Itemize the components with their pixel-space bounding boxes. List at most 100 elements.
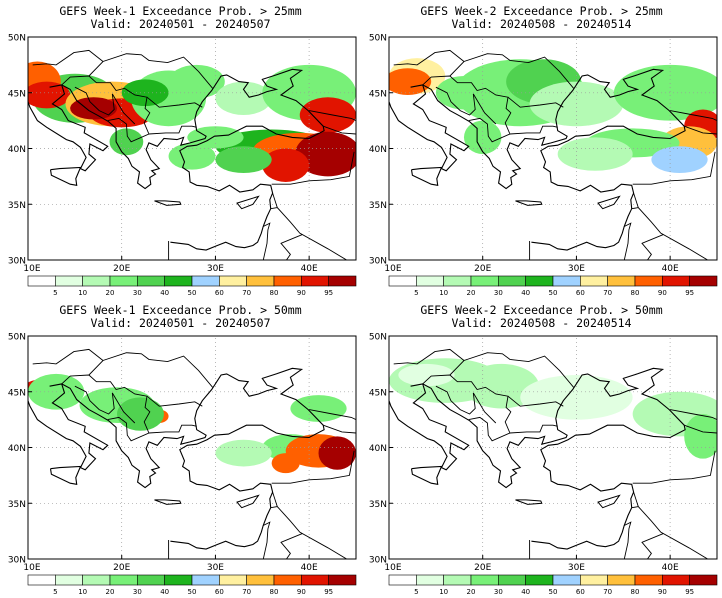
panel-valid-dates: Valid: 20240501 - 20240507 (90, 316, 271, 330)
probability-shading (28, 81, 71, 109)
lat-tick-label: 50N (369, 333, 387, 343)
country-border (262, 521, 271, 559)
colorbar-box (525, 275, 554, 287)
colorbar-label: 95 (324, 588, 333, 596)
country-border (32, 348, 104, 365)
lat-tick-label: 30N (369, 257, 387, 267)
country-border (670, 110, 717, 122)
country-border (146, 395, 203, 407)
colorbar-label: 5 (53, 588, 57, 596)
probability-shading (109, 128, 144, 156)
lat-tick-label: 45N (8, 89, 26, 99)
colorbar-label: 40 (160, 588, 169, 596)
probability-shading (215, 439, 272, 467)
lat-tick-label: 50N (369, 34, 387, 44)
panel-valid-dates: Valid: 20240508 - 20240514 (451, 316, 632, 330)
lon-tick-label: 30E (568, 264, 585, 274)
country-border (272, 192, 348, 260)
country-border (623, 222, 632, 260)
lon-tick-label: 30E (568, 563, 585, 573)
map-layer (389, 336, 717, 559)
map-layer (28, 336, 356, 559)
colorbar-box (689, 574, 718, 586)
colorbar-box (164, 275, 193, 287)
colorbar-box (246, 275, 275, 287)
lat-tick-label: 45N (369, 89, 387, 99)
lat-tick-label: 30N (8, 556, 26, 566)
coastline (28, 383, 109, 471)
colorbar-box (498, 275, 526, 287)
colorbar-label: 50 (549, 588, 558, 596)
panel-week2-50mm: GEFS Week-2 Exceedance Prob. > 50mm Vali… (361, 299, 722, 598)
country-border (449, 352, 574, 388)
lat-tick-label: 35N (369, 500, 387, 510)
country-border (271, 450, 355, 484)
colorbar-box (82, 574, 111, 586)
country-border (631, 506, 639, 509)
colorbar-label: 5 (414, 289, 418, 297)
panel-week2-25mm: GEFS Week-2 Exceedance Prob. > 25mm Vali… (361, 0, 722, 299)
lon-tick-label: 40E (301, 563, 318, 573)
probability-shading (271, 453, 300, 474)
colorbar-box (109, 574, 138, 586)
probability-shading (520, 375, 633, 420)
colorbar-label: 30 (494, 588, 503, 596)
colorbar-box (689, 275, 718, 287)
colorbar-box (137, 275, 165, 287)
colorbar-box (109, 275, 138, 287)
lat-tick-label: 40N (369, 145, 387, 155)
colorbar-box (301, 275, 329, 287)
lon-tick-label: 30E (207, 264, 224, 274)
colorbar-box (662, 574, 690, 586)
panel-valid-dates: Valid: 20240508 - 20240514 (451, 17, 632, 31)
lon-tick-label: 10E (384, 563, 401, 573)
probability-shading (295, 131, 356, 177)
probability-shading (121, 79, 169, 107)
coastline (410, 166, 443, 186)
country-border (641, 233, 664, 260)
colorbar-label: 80 (631, 289, 640, 297)
lon-tick-label: 40E (662, 264, 679, 274)
colorbar-label: 90 (297, 588, 306, 596)
colorbar-label: 90 (297, 289, 306, 297)
country-border (111, 93, 136, 125)
country-border (509, 125, 558, 135)
country-border (148, 424, 197, 434)
probability-shading (215, 146, 272, 174)
country-border (271, 151, 355, 185)
colorbar-box (27, 574, 56, 586)
colorbar-label: 10 (439, 289, 448, 297)
colorbar-label: 70 (603, 588, 612, 596)
panel-week1-25mm: GEFS Week-1 Exceedance Prob. > 25mm Vali… (0, 0, 361, 299)
lon-tick-label: 20E (113, 264, 130, 274)
panel-title: GEFS Week-2 Exceedance Prob. > 25mm (420, 4, 663, 18)
lat-tick-label: 35N (8, 201, 26, 211)
country-border (270, 207, 278, 210)
probability-shading (398, 363, 455, 387)
country-border (632, 450, 716, 484)
island (154, 499, 182, 505)
lat-tick-label: 30N (369, 556, 387, 566)
country-border (509, 424, 558, 434)
colorbar-label: 95 (685, 289, 694, 297)
lat-tick-label: 40N (369, 444, 387, 454)
colorbar-box (580, 574, 608, 586)
probability-shading (168, 64, 225, 99)
country-border (323, 125, 356, 135)
colorbar-label: 90 (658, 289, 667, 297)
probability-shading (435, 76, 493, 110)
lon-tick-label: 10E (23, 264, 40, 274)
country-border (309, 110, 356, 122)
colorbar-label: 60 (215, 289, 224, 297)
country-border (323, 424, 356, 434)
probability-shading (389, 68, 432, 95)
panel-title: GEFS Week-2 Exceedance Prob. > 50mm (420, 303, 663, 317)
colorbar-label: 80 (270, 588, 279, 596)
colorbar-label: 60 (576, 588, 585, 596)
country-border (393, 49, 465, 66)
country-border (280, 233, 303, 260)
coastline (422, 68, 686, 251)
colorbar-label: 20 (106, 289, 115, 297)
